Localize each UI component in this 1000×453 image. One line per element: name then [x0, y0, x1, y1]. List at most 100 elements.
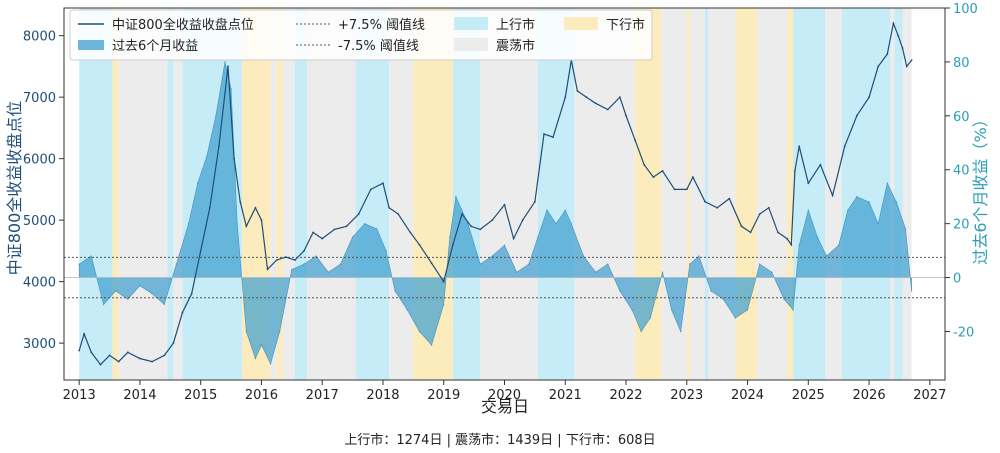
returns-point [236, 222, 238, 225]
regime-band-down [735, 8, 757, 380]
returns-point [771, 271, 773, 274]
returns-point [734, 317, 737, 319]
returns-area [78, 61, 912, 365]
returns-point [528, 263, 530, 265]
returns-point [254, 357, 257, 360]
price-point [479, 228, 482, 231]
x-tick-label: 2015 [184, 388, 217, 403]
price-point [151, 360, 154, 363]
price-point [594, 102, 597, 105]
left-tick-label: 6000 [23, 153, 56, 168]
returns-point [837, 244, 840, 246]
returns-point [206, 155, 208, 158]
price-point [163, 354, 166, 357]
price-point [275, 259, 278, 261]
price-point [312, 231, 314, 234]
legend-label-down: 下行市 [606, 17, 645, 33]
returns-point [746, 309, 749, 311]
left-tick-label: 7000 [23, 91, 56, 106]
returns-point [640, 330, 642, 333]
x-tick-label: 2024 [731, 388, 764, 403]
returns-point [260, 344, 263, 346]
left-axis-ticks: 3000 4000 5000 6000 7000 8000 [23, 30, 64, 352]
return-bars [78, 61, 913, 365]
returns-point [351, 236, 354, 238]
regime-band-flat [307, 8, 356, 380]
price-point [728, 197, 731, 200]
returns-point [230, 88, 232, 90]
returns-point [196, 182, 199, 184]
price-point [576, 90, 579, 92]
price-point [254, 206, 257, 209]
left-axis-label: 中证800全收益收盘点位 [5, 101, 24, 276]
x-tick-label: 2018 [366, 388, 399, 403]
left-tick-label: 8000 [23, 30, 56, 45]
returns-point [904, 228, 907, 230]
price-point [512, 237, 515, 240]
price-point [777, 231, 779, 234]
price-point [685, 188, 688, 191]
returns-point [661, 271, 664, 274]
price-point [442, 280, 445, 283]
price-point [388, 206, 390, 209]
right-tick-label: -20 [953, 325, 974, 340]
price-point [552, 136, 554, 139]
returns-point [807, 209, 810, 211]
price-point [643, 163, 646, 166]
price-point [794, 170, 796, 172]
price-point [790, 243, 793, 246]
returns-point [895, 201, 898, 203]
returns-point [163, 303, 166, 306]
price-point [786, 237, 788, 240]
price-point [692, 176, 694, 179]
price-point [108, 354, 111, 357]
right-tick-label: 100 [953, 2, 978, 17]
returns-point [385, 249, 387, 252]
price-point [139, 357, 141, 360]
returns-point [269, 363, 272, 365]
price-point [740, 225, 743, 228]
returns-point [607, 263, 609, 265]
price-point [625, 114, 627, 117]
price-point [294, 259, 296, 261]
price-point [534, 200, 536, 203]
right-axis-ticks: -20 0 20 40 60 80 100 [945, 2, 978, 340]
returns-point [327, 271, 330, 274]
returns-point [564, 209, 567, 211]
x-axis-label: 交易日 [481, 397, 529, 416]
regime-band-up [294, 8, 308, 380]
returns-point [151, 292, 153, 295]
legend-swatch-down [564, 17, 598, 30]
returns-point [479, 263, 482, 265]
regime-band-up [793, 8, 826, 380]
price-point [126, 351, 129, 354]
regime-band-flat [689, 8, 706, 380]
returns-point [503, 244, 506, 246]
regime-band-up [537, 8, 575, 380]
price-line-layer [78, 21, 913, 366]
price-point [382, 182, 384, 185]
price-point [652, 176, 655, 179]
price-point [877, 65, 880, 68]
returns-point [825, 255, 828, 257]
returns-point [430, 344, 433, 346]
price-point [430, 262, 433, 265]
right-tick-label: 40 [953, 164, 970, 179]
returns-point [649, 317, 652, 319]
returns-point [619, 290, 621, 292]
returns-point [449, 236, 451, 238]
price-point [661, 170, 664, 172]
returns-point [315, 255, 317, 257]
returns-point [722, 298, 724, 300]
right-tick-label: 60 [953, 110, 970, 125]
right-tick-label: 20 [953, 218, 970, 233]
returns-point [689, 263, 691, 265]
price-point [418, 243, 421, 246]
regime-band-up [167, 8, 174, 380]
price-point [260, 219, 263, 222]
price-point [716, 206, 719, 209]
price-point [83, 333, 85, 335]
x-tick-label: 2023 [670, 388, 703, 403]
regime-band-down [686, 8, 690, 380]
